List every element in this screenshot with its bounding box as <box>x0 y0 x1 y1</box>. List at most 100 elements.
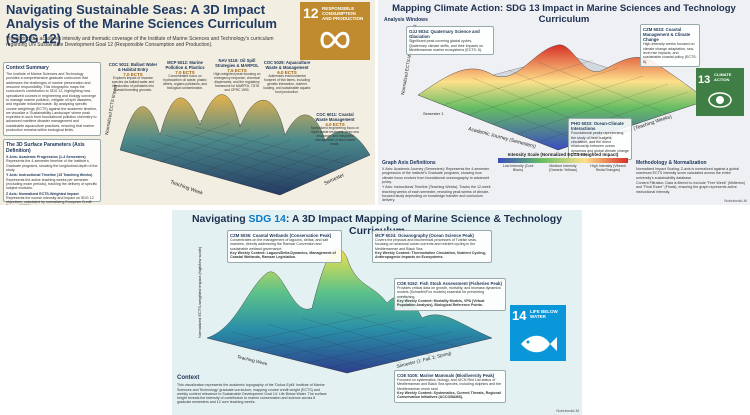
peak-value: 7.0 ECTS <box>123 72 143 78</box>
methodology: Methodology & Normalization Normalized I… <box>636 160 748 195</box>
peak-text: Specialized engineering focus on liquid … <box>310 126 360 147</box>
axis-name: X Axis: Academic Progression (1-4 Semest… <box>6 155 86 159</box>
badge-number: 14 <box>512 308 527 323</box>
peak-title: COC 5029: Aquaculture Waste & Management <box>263 60 311 71</box>
callout-focus: Key Weekly Content: Mortality Models, VP… <box>397 299 485 308</box>
y-axis-label: Teaching Week <box>237 354 269 366</box>
surface-plot: Normalized ECTS Impact Teaching Week Sem… <box>104 84 371 197</box>
callout-title: PHO 5033: Ocean-Climate Interactions <box>571 121 624 132</box>
peak-text: High-weighted peak focusing on emergency… <box>213 72 261 93</box>
peak-text: Concentrated focus on hydrocarbon oil wa… <box>163 74 207 91</box>
axis-name: Z Axis: Normalized ECTS-Weighted Impact <box>6 191 79 196</box>
heading: Graph Axis Definitions <box>382 160 436 166</box>
callout-title: CZM 5033: Coastal Management & Climate C… <box>643 27 691 43</box>
context: Context This visualization represents th… <box>177 375 327 405</box>
callout-title: COE 5152: Fish Stock Assessment (Fisheri… <box>397 281 502 286</box>
heading: Context <box>177 375 200 381</box>
peak-title: NAV 5115: Oil Spill Strategies & MARPOL <box>215 58 259 69</box>
sdg14-panel: Navigating SDG 14: A 3D Impact Mapping o… <box>172 210 582 415</box>
definitions: Graph Axis Definitions X Axis: Academic … <box>382 160 494 204</box>
peak-text: Explores impact of invasive species via … <box>111 76 155 93</box>
callout-focus: Key Weekly Content: Lagoon/Delta Dynamic… <box>230 251 336 260</box>
peak-label: COC 5029: Aquaculture Waste & Management… <box>262 60 312 95</box>
callout-text: Focused on systematics, biology, and IUC… <box>397 378 502 391</box>
title: Navigating Sustainable Seas: A 3D Impact… <box>6 2 277 46</box>
eye-icon <box>708 92 732 108</box>
title: Navigating SDG 14: A 3D Impact Mapping o… <box>172 213 582 237</box>
badge-number: 12 <box>303 5 319 21</box>
callout: OJJ 5034: Quaternary Science and Glaciat… <box>406 26 494 56</box>
callout-text: Foundational peaks representing the stud… <box>571 131 629 157</box>
callout: CZM 5036: Coastal Wetlands (Conservation… <box>227 230 342 263</box>
badge-label: CLIMATE ACTION <box>714 72 732 82</box>
colorbar-title: Intensity Scale (Normalized ECTS-Weighte… <box>507 152 619 157</box>
axes-box: The 3D Surface Parameters (Axis Definiti… <box>3 139 101 205</box>
badge-label: LIFE BELOW WATER <box>530 309 558 319</box>
peak-label: NAV 5115: Oil Spill Strategies & MARPOL 7… <box>212 58 262 93</box>
definition-list: X Axis: Academic Journey (Semesters): Re… <box>382 167 494 203</box>
semester-label: Semester 1 <box>423 111 444 116</box>
mesh <box>134 122 351 191</box>
methodology-item: Content Filtration: Data is filtered to … <box>636 180 745 194</box>
callout-text: Covers the physical and biochemical proc… <box>375 238 477 251</box>
methodology-item: Normalized Impact Scaling: Z-axis is nor… <box>636 167 739 180</box>
definition: Y Axis: Instructional Timeline (Teaching… <box>382 185 491 203</box>
windows-heading: Analysis Windows <box>384 17 428 23</box>
sdg-badge: 12 RESPONSIBLE CONSUMPTION AND PRODUCTIO… <box>300 2 370 60</box>
axis-name: Y Axis: Instructional Timeline (15 Teach… <box>6 173 93 178</box>
context-text: This visualization represents the academ… <box>177 383 327 405</box>
summary-text: The Institute of Marine Sciences and Tec… <box>6 72 98 133</box>
infinity-icon <box>320 31 350 49</box>
peak-value: 7.0 ECTS <box>175 70 195 76</box>
colorbar: Intensity Scale (Normalized ECTS-Weighte… <box>498 152 628 173</box>
subtitle: Visualizing the academic intensity and t… <box>6 36 274 48</box>
callout-text: Provides critical data on growth, mortal… <box>397 286 501 299</box>
callout-text: High-intensity weeks focused on climate … <box>643 42 697 64</box>
colorbar-label: Medium Intensity (Oceanic Yellows) <box>548 164 578 173</box>
sdg-badge: 13 CLIMATE ACTION <box>696 68 744 116</box>
callout: PHO 5033: Ocean-Climate Interactions Foun… <box>568 118 632 161</box>
mesh <box>231 311 473 369</box>
summary-box: Context Summary The Institute of Marine … <box>3 62 101 136</box>
axis-text: Represents the active teaching weeks per… <box>6 177 98 191</box>
peak-title: COC 5011: Ballast Water & Habitat Entry <box>108 62 158 73</box>
z-axis-label: Normalized ECTS-weighted impact (high/lo… <box>197 246 202 338</box>
peak-label: COC 5011: Ballast Water & Habitat Entry 7… <box>108 62 158 93</box>
surface <box>206 248 493 374</box>
title-start: Navigating <box>191 213 249 225</box>
callout-title: OJJ 5034: Quaternary Science and Glaciat… <box>409 29 480 40</box>
badge-label: RESPONSIBLE CONSUMPTION AND PRODUCTION <box>322 6 364 21</box>
peak-value: 7.5 ECTS <box>227 68 247 74</box>
heading: The 3D Surface Parameters (Axis Definiti… <box>6 142 85 154</box>
axis-list: X Axis: Academic Progression (1-4 Semest… <box>6 155 98 205</box>
watermark: NotebookLM <box>556 408 579 413</box>
callout-text: Significant peak covering glacial cycles… <box>409 39 484 52</box>
callout: COE 5105: Marine Mammals (Biodiversity P… <box>394 370 506 403</box>
callout: CZM 5033: Coastal Management & Climate C… <box>640 24 700 68</box>
callout: COE 5152: Fish Stock Assessment (Fisheri… <box>394 278 506 311</box>
peak-label: MCP 5012: Marine Pollution & Plastics 7.0… <box>160 60 210 91</box>
watermark: NotebookLM <box>724 198 747 203</box>
peak-value: 4.0 ECTS <box>325 122 345 128</box>
callout-focus: Key Weekly Content: Systematics, Current… <box>397 391 501 400</box>
axis-text: Represents the 4-semester timeline of th… <box>6 159 98 172</box>
surface <box>417 44 709 151</box>
peak-label: COC 6011: Coastal Waste Management 4.0 EC… <box>310 112 360 147</box>
colorbar-label: High Intensity (Vibrant Reds/Oranges) <box>590 164 626 173</box>
peak-title: COC 6011: Coastal Waste Management <box>315 112 355 123</box>
callout: MCP 5024: Oceanography (Ocean Science Pe… <box>372 230 492 263</box>
callout-title: MCP 5024: Oceanography (Ocean Science Pe… <box>375 233 474 238</box>
callout-text: Concentrates on the management of lagoon… <box>230 238 329 251</box>
title-highlight: SDG 14 <box>248 213 286 225</box>
definition: X Axis: Academic Journey (Semesters): Re… <box>382 167 490 184</box>
fish-icon <box>521 335 557 353</box>
methodology-list: Normalized Impact Scaling: Z-axis is nor… <box>636 167 748 194</box>
callout-title: CZM 5036: Coastal Wetlands (Conservation… <box>230 233 332 238</box>
axis-text: Represents the course intensity and impa… <box>6 195 94 205</box>
surface <box>119 94 371 196</box>
colorbar-gradient <box>498 158 628 163</box>
colorbar-label: Low Intensity (Cool Blues) <box>502 164 534 173</box>
badge-number: 13 <box>698 74 711 86</box>
surface-plot: Normalized ECTS-weighted impact (high/lo… <box>197 246 493 374</box>
